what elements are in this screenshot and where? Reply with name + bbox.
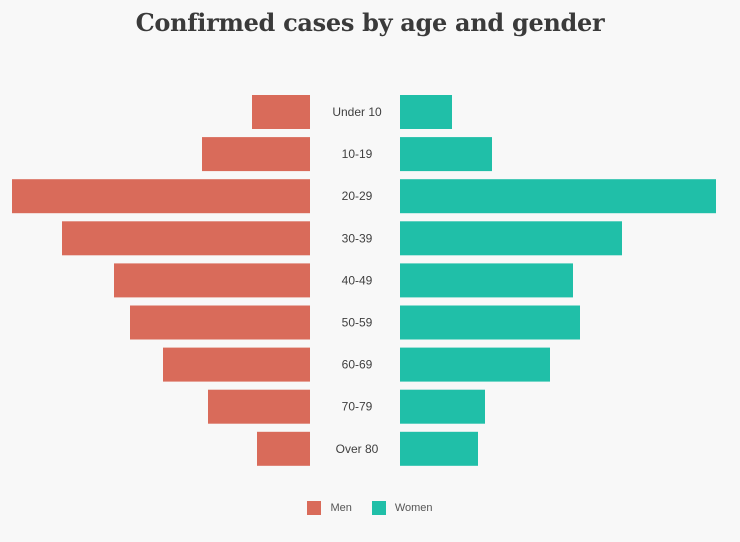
category-label-under-10: Under 10 bbox=[332, 105, 382, 119]
bar-women-20-29 bbox=[400, 179, 716, 214]
bar-women-60-69 bbox=[400, 347, 550, 382]
bar-women-10-19 bbox=[400, 137, 492, 172]
bar-men-under-10 bbox=[252, 95, 310, 129]
bar-men-over-80 bbox=[257, 431, 310, 466]
legend: Men Women bbox=[0, 501, 740, 515]
category-label-50-59: 50-59 bbox=[342, 316, 373, 330]
category-label-40-49: 40-49 bbox=[342, 273, 373, 287]
bar-men-50-59 bbox=[130, 305, 310, 340]
legend-item-women: Women bbox=[371, 501, 433, 515]
legend-item-men: Men bbox=[307, 501, 352, 515]
bar-women-over-80 bbox=[400, 431, 478, 466]
chart-title: Confirmed cases by age and gender bbox=[135, 8, 605, 37]
bar-women-70-79 bbox=[400, 389, 485, 424]
bar-men-40-49 bbox=[114, 263, 310, 298]
category-label-20-29: 20-29 bbox=[342, 189, 373, 203]
bar-men-20-29 bbox=[12, 179, 310, 214]
category-label-over-80: Over 80 bbox=[336, 442, 379, 456]
bar-women-50-59 bbox=[400, 305, 580, 340]
legend-label-women: Women bbox=[394, 502, 433, 514]
category-label-70-79: 70-79 bbox=[342, 400, 373, 414]
category-label-10-19: 10-19 bbox=[342, 147, 373, 161]
bar-men-60-69 bbox=[163, 347, 310, 382]
category-label-30-39: 30-39 bbox=[342, 231, 373, 245]
bar-men-10-19 bbox=[202, 137, 310, 172]
category-label-60-69: 60-69 bbox=[342, 358, 373, 372]
bar-men-30-39 bbox=[62, 221, 310, 256]
bar-women-under-10 bbox=[400, 95, 452, 129]
bar-women-40-49 bbox=[400, 263, 573, 298]
legend-swatch-women bbox=[371, 501, 386, 515]
legend-label-men: Men bbox=[330, 502, 352, 514]
bar-women-30-39 bbox=[400, 221, 622, 256]
bar-men-70-79 bbox=[208, 389, 310, 424]
legend-swatch-men bbox=[307, 501, 322, 515]
